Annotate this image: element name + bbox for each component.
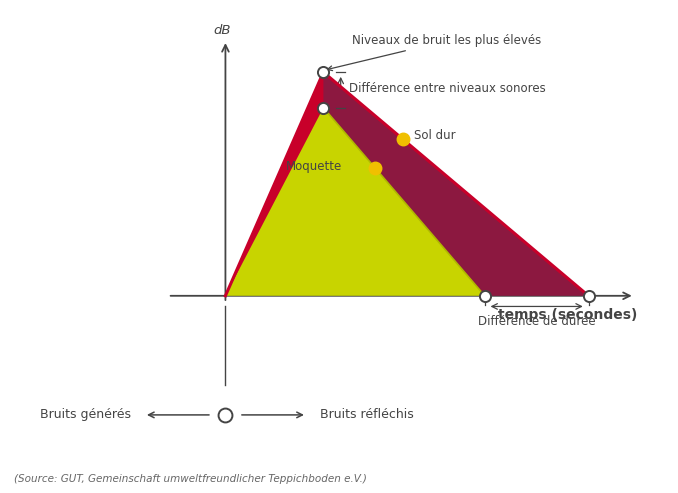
Text: Différence entre niveaux sonores: Différence entre niveaux sonores xyxy=(349,82,546,95)
Text: dB: dB xyxy=(214,24,231,36)
Text: Différence de durée: Différence de durée xyxy=(478,316,595,328)
Polygon shape xyxy=(225,107,485,296)
Polygon shape xyxy=(225,72,589,296)
Text: temps (secondes): temps (secondes) xyxy=(498,308,637,322)
Text: (Source: GUT, Gemeinschaft umweltfreundlicher Teppichboden e.V.): (Source: GUT, Gemeinschaft umweltfreundl… xyxy=(14,474,366,484)
Text: Niveaux de bruit les plus élevés: Niveaux de bruit les plus élevés xyxy=(327,35,542,70)
Text: Bruits générés: Bruits générés xyxy=(39,408,131,422)
Polygon shape xyxy=(323,72,589,296)
Text: Moquette: Moquette xyxy=(285,160,342,173)
Text: Sol dur: Sol dur xyxy=(414,129,456,142)
Text: Bruits réfléchis: Bruits réfléchis xyxy=(321,408,414,422)
